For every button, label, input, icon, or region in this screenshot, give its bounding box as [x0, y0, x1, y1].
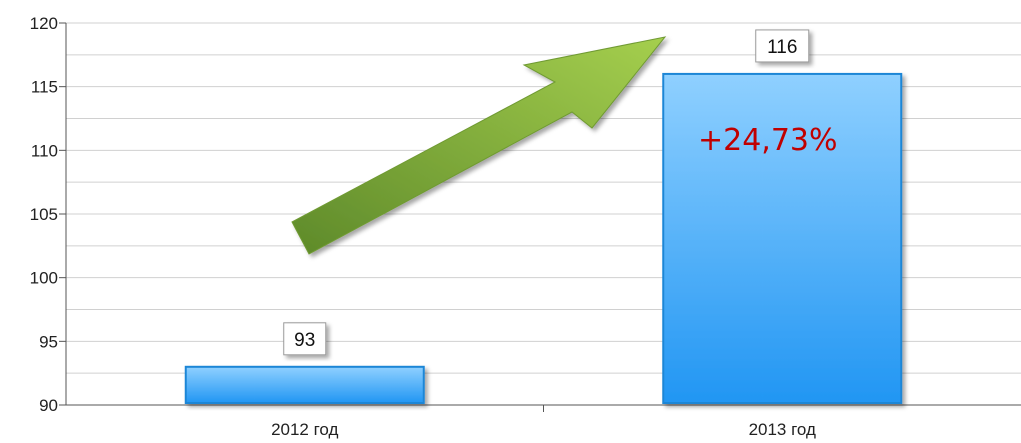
x-category-label: 2013 год — [749, 420, 816, 439]
y-tick-label: 120 — [30, 14, 58, 33]
bar-2 — [662, 72, 903, 405]
data-label: 116 — [767, 37, 797, 58]
y-tick-label: 90 — [39, 396, 58, 415]
data-label-box — [283, 322, 327, 356]
y-tick-label: 105 — [30, 205, 58, 224]
bars — [184, 72, 903, 405]
axes: 90 95 100 105 110 115 120 2012 год 2013 год — [30, 14, 1021, 439]
growth-arrow — [291, 36, 667, 255]
data-label: 93 — [294, 330, 315, 351]
y-tick-label: 100 — [30, 269, 58, 288]
data-labels: 93 116 — [283, 29, 810, 356]
y-tick-label: 95 — [39, 332, 58, 351]
y-tick-label: 115 — [31, 78, 58, 97]
x-category-label: 2012 год — [271, 420, 338, 439]
bar-1 — [184, 365, 425, 404]
data-label-box — [755, 29, 810, 63]
percent-change-label: +24,73% — [698, 123, 838, 158]
y-tick-label: 110 — [31, 141, 58, 160]
